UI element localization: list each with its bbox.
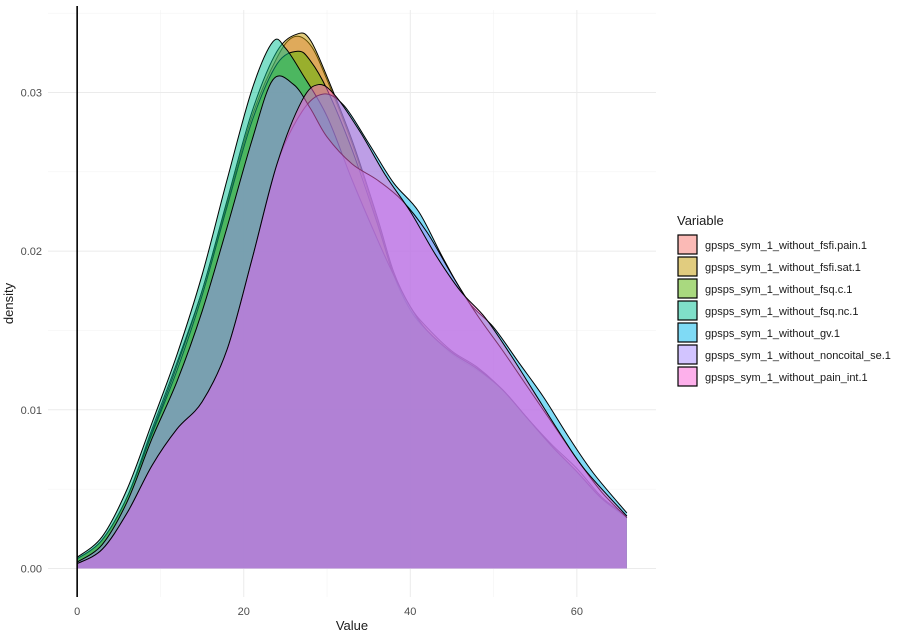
y-tick-label: 0.03	[21, 87, 42, 99]
y-axis-ticks: 0.00 0.01 0.02 0.03	[21, 87, 42, 575]
y-tick-label: 0.00	[21, 563, 42, 575]
legend-swatch	[677, 366, 698, 387]
legend-swatch	[677, 278, 698, 299]
x-axis-title: Value	[336, 618, 368, 633]
y-tick-label: 0.02	[21, 246, 42, 258]
legend-swatch	[677, 256, 698, 277]
x-axis-ticks: 0 20 40 60	[74, 606, 583, 618]
legend-swatch	[677, 322, 698, 343]
x-tick-label: 60	[571, 606, 583, 618]
x-tick-label: 20	[238, 606, 250, 618]
legend-swatch	[677, 300, 698, 321]
x-tick-label: 0	[74, 606, 80, 618]
legend-label: gpsps_sym_1_without_noncoital_se.1	[705, 350, 891, 362]
legend-label: gpsps_sym_1_without_fsq.nc.1	[705, 306, 858, 318]
legend-swatch	[677, 344, 698, 365]
legend-label: gpsps_sym_1_without_pain_int.1	[705, 372, 868, 384]
x-tick-label: 40	[404, 606, 416, 618]
y-tick-label: 0.01	[21, 405, 42, 417]
y-axis-title: density	[1, 282, 16, 324]
density-area-series-7	[77, 84, 627, 569]
legend-swatch	[677, 234, 698, 255]
legend: Variable gpsps_sym_1_without_fsfi.pain.1…	[677, 213, 891, 387]
density-areas	[76, 32, 628, 569]
legend-title: Variable	[677, 213, 724, 228]
legend-label: gpsps_sym_1_without_gv.1	[705, 328, 840, 340]
legend-label: gpsps_sym_1_without_fsfi.pain.1	[705, 240, 867, 252]
density-outline-series-7	[76, 83, 628, 565]
legend-label: gpsps_sym_1_without_fsq.c.1	[705, 284, 852, 296]
legend-label: gpsps_sym_1_without_fsfi.sat.1	[705, 262, 861, 274]
